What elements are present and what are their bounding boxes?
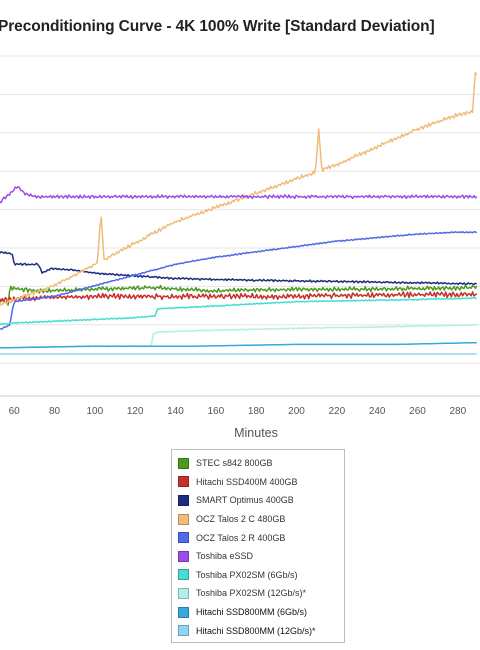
legend-item: Toshiba eSSD [172, 547, 344, 566]
x-tick-label: 80 [49, 406, 61, 417]
legend-label: Hitachi SSD800MM (6Gb/s) [196, 607, 308, 618]
legend-item: Hitachi SSD400M 400GB [172, 473, 344, 492]
legend-label: OCZ Talos 2 R 400GB [196, 532, 286, 543]
legend-swatch [178, 532, 189, 544]
x-tick-label: 100 [86, 406, 103, 417]
x-tick-label: 120 [127, 406, 144, 417]
x-tick-label: 180 [248, 406, 265, 417]
legend-item: OCZ Talos 2 C 480GB [172, 510, 344, 529]
x-tick-label: 260 [409, 406, 426, 417]
x-tick-label: 280 [449, 406, 466, 417]
legend-swatch [178, 457, 189, 469]
legend-swatch [178, 569, 189, 581]
x-tick-label: 220 [328, 406, 345, 417]
series-line [0, 341, 477, 349]
legend-item: Toshiba PX02SM (6Gb/s) [172, 566, 344, 585]
chart-title: Preconditioning Curve - 4K 100% Write [S… [0, 18, 435, 35]
legend-item: OCZ Talos 2 R 400GB [172, 528, 344, 547]
x-tick-label: 60 [9, 406, 21, 417]
series-line [0, 251, 478, 286]
x-tick-label: 140 [167, 406, 184, 417]
legend-item: Hitachi SSD800MM (6Gb/s) [172, 603, 344, 622]
legend-swatch [178, 606, 189, 618]
series-line [0, 291, 478, 304]
legend-label: Hitachi SSD800MM (12Gb/s)* [196, 625, 316, 636]
series-line [0, 71, 478, 307]
series-line [0, 230, 478, 330]
x-axis-title: Minutes [234, 426, 278, 440]
series-line [0, 185, 478, 204]
legend-label: STEC s842 800GB [196, 458, 273, 469]
legend-item: STEC s842 800GB [172, 454, 344, 473]
series-line [0, 296, 478, 326]
legend-swatch [178, 513, 189, 525]
legend-label: Toshiba PX02SM (6Gb/s) [196, 569, 298, 580]
chart-legend: STEC s842 800GB Hitachi SSD400M 400GB SMAR… [171, 449, 345, 643]
legend-swatch [178, 587, 189, 599]
legend-swatch [178, 494, 189, 506]
legend-swatch [178, 476, 189, 488]
x-tick-label: 240 [369, 406, 386, 417]
legend-item: Hitachi SSD800MM (12Gb/s)* [172, 621, 344, 640]
legend-label: Toshiba eSSD [196, 551, 254, 562]
legend-swatch [178, 625, 189, 637]
legend-label: OCZ Talos 2 C 480GB [196, 514, 286, 525]
legend-swatch [178, 550, 189, 562]
legend-item: SMART Optimus 400GB [172, 491, 344, 510]
x-tick-label: 200 [288, 406, 305, 417]
legend-label: SMART Optimus 400GB [196, 495, 294, 506]
legend-label: Toshiba PX02SM (12Gb/s)* [196, 588, 307, 599]
legend-label: Hitachi SSD400M 400GB [196, 476, 298, 487]
x-tick-label: 160 [207, 406, 224, 417]
legend-item: Toshiba PX02SM (12Gb/s)* [172, 584, 344, 603]
